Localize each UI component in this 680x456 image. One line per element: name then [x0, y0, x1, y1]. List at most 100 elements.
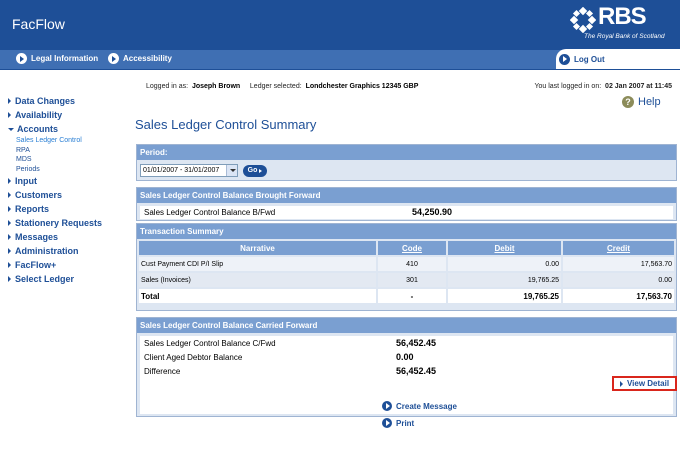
cell-code: 410	[378, 257, 446, 271]
sidebar-item-label: Accounts	[17, 124, 59, 134]
session-info: Logged in as: Joseph Brown Ledger select…	[146, 83, 418, 90]
sidebar-subitem-sales-ledger-control[interactable]: Sales Ledger Control	[16, 137, 82, 144]
arrow-circle-icon	[382, 401, 392, 411]
sidebar-item-reports[interactable]: Reports	[8, 202, 128, 216]
triangle-down-icon	[8, 127, 14, 131]
table-total-row: Total - 19,765.25 17,563.70	[139, 289, 674, 303]
column-header-code[interactable]: Code	[378, 241, 446, 255]
sidebar-item-label: Input	[15, 176, 37, 186]
accessibility-link[interactable]: Accessibility	[108, 53, 172, 64]
sidebar-item-facflow-plus[interactable]: FacFlow+	[8, 258, 128, 272]
arrow-circle-icon	[108, 53, 119, 64]
sort-debit-link[interactable]: Debit	[494, 243, 515, 253]
cell-debit: 19,765.25	[448, 273, 561, 287]
cell-credit: 0.00	[563, 273, 674, 287]
carried-forward-label: Sales Ledger Control Balance C/Fwd	[144, 339, 276, 348]
cell-credit: 17,563.70	[563, 257, 674, 271]
legal-information-link[interactable]: Legal Information	[16, 53, 98, 64]
sidebar-item-data-changes[interactable]: Data Changes	[8, 94, 128, 108]
help-icon: ?	[622, 96, 634, 108]
difference-label: Difference	[144, 367, 181, 376]
triangle-right-icon	[8, 276, 11, 282]
sidebar-item-label: Select Ledger	[15, 274, 75, 284]
sidebar-item-administration[interactable]: Administration	[8, 244, 128, 258]
sidebar-item-label: Reports	[15, 204, 50, 214]
cell-narrative: Sales (Invoices)	[139, 273, 376, 287]
column-header-narrative: Narrative	[139, 241, 376, 255]
column-header-debit[interactable]: Debit	[448, 241, 561, 255]
sidebar-item-input[interactable]: Input	[8, 174, 128, 188]
sidebar-subitem-rpa[interactable]: RPA	[16, 146, 30, 154]
logo-text: RBS	[598, 3, 647, 30]
period-heading: Period:	[137, 145, 676, 160]
triangle-right-icon	[8, 220, 11, 226]
help-link[interactable]: ? Help	[622, 96, 661, 108]
arrow-circle-icon	[16, 53, 27, 64]
sort-code-link[interactable]: Code	[402, 243, 422, 253]
transaction-table: Narrative Code Debit Credit Cust Payment…	[137, 239, 676, 305]
triangle-right-icon	[619, 380, 623, 387]
top-banner: FacFlow RBS The Royal Bank of Scotland	[0, 0, 680, 50]
last-login-time: 02 Jan 2007 at 11:45	[605, 83, 672, 90]
table-header-row: Narrative Code Debit Credit	[139, 241, 674, 255]
sidebar-item-availability[interactable]: Availability	[8, 108, 128, 122]
sidebar-item-customers[interactable]: Customers	[8, 188, 128, 202]
cell-total-code: -	[378, 289, 446, 303]
triangle-right-icon	[8, 206, 11, 212]
sidebar-subitem-mds[interactable]: MDS	[16, 156, 32, 163]
ledger-name: Londchester Graphics 12345 GBP	[305, 83, 419, 90]
help-label: Help	[638, 96, 661, 108]
cell-total-label: Total	[139, 289, 376, 303]
carried-forward-panel: Sales Ledger Control Balance Carried For…	[136, 317, 677, 417]
triangle-right-icon	[8, 112, 11, 118]
app-title: FacFlow	[12, 16, 65, 32]
rbs-logo: RBS The Royal Bank of Scotland	[570, 3, 670, 45]
logged-in-label: Logged in as:	[146, 83, 189, 90]
sidebar-item-label: Data Changes	[15, 96, 76, 106]
create-message-label: Create Message	[396, 401, 457, 411]
sidebar-item-messages[interactable]: Messages	[8, 230, 128, 244]
period-select-value: 01/01/2007 - 31/01/2007	[143, 167, 220, 174]
legal-information-label: Legal Information	[31, 54, 99, 63]
create-message-link[interactable]: Create Message	[382, 401, 457, 411]
triangle-right-icon	[8, 234, 11, 240]
view-detail-button[interactable]: View Detail	[612, 376, 677, 391]
logo-subtitle: The Royal Bank of Scotland	[584, 33, 665, 40]
difference-value: 56,452.45	[396, 366, 437, 376]
last-login: You last logged in on: 02 Jan 2007 at 11…	[534, 83, 672, 90]
page-title: Sales Ledger Control Summary	[135, 117, 317, 132]
sort-credit-link[interactable]: Credit	[606, 243, 631, 253]
logout-button[interactable]: Log Out	[556, 49, 680, 69]
column-header-credit[interactable]: Credit	[563, 241, 674, 255]
carried-forward-value: 56,452.45	[396, 338, 437, 348]
client-aged-debtor-value: 0.00	[396, 352, 414, 362]
print-label: Print	[396, 418, 415, 428]
rbs-daisywheel-icon	[570, 7, 596, 33]
brought-forward-value: 54,250.90	[412, 207, 453, 217]
cell-code: 301	[378, 273, 446, 287]
sidebar-item-stationery-requests[interactable]: Stationery Requests	[8, 216, 128, 230]
cell-debit: 0.00	[448, 257, 561, 271]
triangle-right-icon	[8, 248, 11, 254]
ledger-label: Ledger selected:	[249, 83, 302, 90]
brought-forward-label: Sales Ledger Control Balance B/Fwd	[144, 208, 276, 217]
arrow-circle-icon	[559, 53, 570, 65]
view-detail-label: View Detail	[626, 379, 670, 388]
client-aged-debtor-label: Client Aged Debtor Balance	[144, 353, 243, 362]
last-login-label: You last logged in on:	[534, 83, 602, 90]
sidebar-item-label: Availability	[15, 110, 63, 120]
user-name: Joseph Brown	[191, 83, 241, 90]
go-button[interactable]: Go	[243, 164, 267, 177]
sidebar-subitem-periods[interactable]: Periods	[16, 165, 40, 173]
brought-forward-heading: Sales Ledger Control Balance Brought For…	[137, 188, 676, 203]
cell-narrative: Cust Payment CDI P/I Slip	[139, 257, 376, 271]
sidebar-item-select-ledger[interactable]: Select Ledger	[8, 272, 128, 286]
sidebar-item-accounts[interactable]: Accounts	[8, 122, 128, 136]
sidebar-item-label: Messages	[15, 232, 59, 242]
go-label: Go	[247, 167, 258, 174]
logout-label: Log Out	[574, 54, 605, 64]
period-select[interactable]: 01/01/2007 - 31/01/2007	[140, 164, 238, 177]
print-link[interactable]: Print	[382, 418, 414, 428]
triangle-right-icon	[8, 262, 11, 268]
chevron-down-icon	[226, 165, 237, 176]
